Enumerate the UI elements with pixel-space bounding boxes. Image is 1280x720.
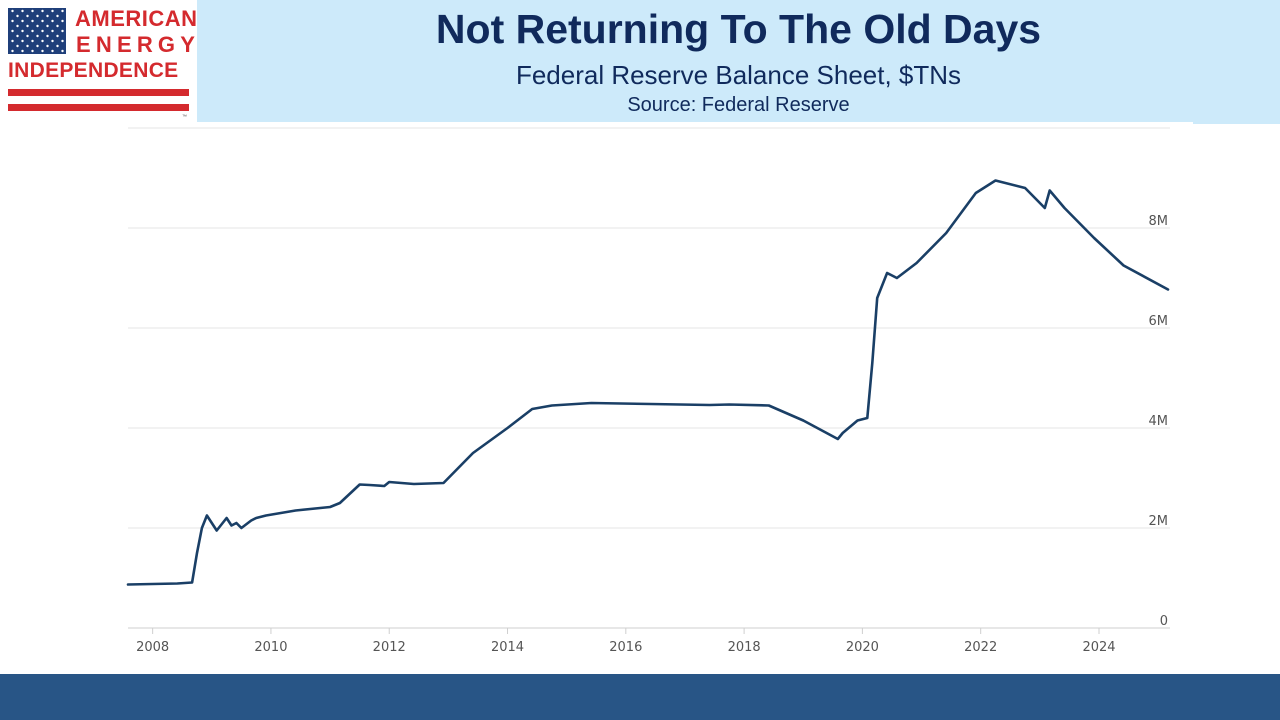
y-tick-label: 8M (1149, 214, 1169, 229)
flag-star-icon (16, 24, 19, 28)
x-tick-label: 2020 (846, 640, 879, 655)
logo-line-2: ENERGY (76, 32, 201, 57)
x-tick-label: 2018 (728, 640, 761, 655)
flag-star-icon (36, 44, 39, 48)
flag-star-icon (51, 49, 54, 53)
header-band (197, 0, 1280, 124)
flag-star-icon (51, 9, 54, 13)
flag-star-icon (46, 14, 49, 18)
flag-star-icon (51, 19, 54, 23)
flag-star-icon (51, 29, 54, 33)
flag-star-icon (61, 39, 64, 43)
page-subtitle: Federal Reserve Balance Sheet, $TNs (515, 60, 962, 90)
y-tick-label: 0 (1160, 614, 1168, 629)
flag-star-icon (51, 39, 54, 43)
footer-bar (0, 674, 1280, 720)
x-tick-label: 2014 (491, 640, 524, 655)
flag-star-icon (56, 34, 59, 38)
flag-star-icon (41, 9, 44, 13)
flag-star-icon (11, 29, 14, 33)
flag-star-icon (56, 24, 59, 28)
y-tick-label: 6M (1149, 314, 1169, 329)
flag-star-icon (61, 29, 64, 33)
series-line (126, 179, 1170, 586)
flag-star-icon (36, 14, 39, 18)
flag-star-icon (36, 24, 39, 28)
flag-star-icon (31, 29, 34, 33)
flag-star-icon (61, 49, 64, 53)
logo-stripe-2 (8, 104, 189, 111)
flag-star-icon (61, 9, 64, 13)
flag-canton-icon (8, 8, 66, 54)
flag-star-icon (56, 14, 59, 18)
flag-star-icon (21, 9, 24, 13)
x-tick-label: 2010 (254, 640, 287, 655)
flag-star-icon (26, 34, 29, 38)
x-tick-label: 2016 (609, 640, 642, 655)
x-tick-label: 2012 (373, 640, 406, 655)
flag-star-icon (41, 19, 44, 23)
flag-star-icon (11, 39, 14, 43)
flag-star-icon (21, 29, 24, 33)
flag-star-icon (26, 24, 29, 28)
flag-star-icon (31, 19, 34, 23)
flag-star-icon (56, 44, 59, 48)
logo-stripe-1 (8, 89, 189, 96)
flag-star-icon (36, 34, 39, 38)
flag-star-icon (26, 14, 29, 18)
logo-line-3: INDEPENDENCE (8, 59, 179, 82)
page-title: Not Returning To The Old Days (435, 6, 1042, 52)
flag-star-icon (41, 29, 44, 33)
flag-star-icon (31, 9, 34, 13)
flag-star-icon (46, 44, 49, 48)
flag-star-icon (21, 49, 24, 53)
flag-star-icon (21, 19, 24, 23)
flag-star-icon (41, 39, 44, 43)
flag-star-icon (16, 44, 19, 48)
flag-star-icon (31, 49, 34, 53)
x-tick-label: 2024 (1082, 640, 1115, 655)
flag-star-icon (16, 34, 19, 38)
flag-star-icon (41, 49, 44, 53)
flag-star-icon (11, 49, 14, 53)
flag-star-icon (61, 19, 64, 23)
flag-star-icon (21, 39, 24, 43)
x-tick-label: 2008 (136, 640, 169, 655)
flag-star-icon (11, 9, 14, 13)
x-axis-ticks: 2008 2010 2012 2014 2016 2018 2020 2022 2024 (136, 628, 1116, 655)
header-band-tail (1193, 122, 1280, 124)
y-tick-label: 2M (1149, 514, 1169, 529)
flag-star-icon (31, 39, 34, 43)
flag-star-icon (11, 19, 14, 23)
flag-star-icon (46, 34, 49, 38)
flag-star-icon (46, 24, 49, 28)
source-note: Source: Federal Reserve (627, 94, 850, 116)
logo-line-1: AMERICAN (75, 6, 198, 31)
logo-trademark: ™ (182, 114, 187, 120)
grid-lines (128, 127, 1170, 629)
y-axis-ticks: 0 2M 4M 6M 8M (1149, 214, 1169, 629)
y-tick-label: 4M (1149, 414, 1169, 429)
flag-star-icon (26, 44, 29, 48)
x-tick-label: 2022 (964, 640, 997, 655)
logo: AMERICAN ENERGY INDEPENDENCE ™ (0, 0, 197, 124)
flag-star-icon (16, 14, 19, 18)
